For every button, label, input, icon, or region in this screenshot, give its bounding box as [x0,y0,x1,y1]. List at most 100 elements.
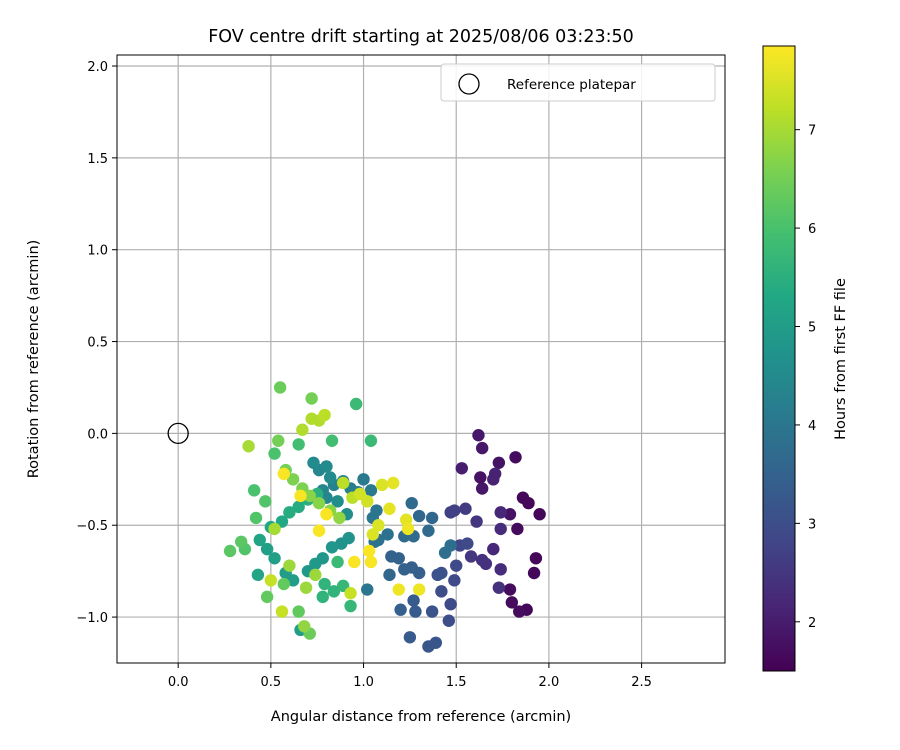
x-axis-title: Angular distance from reference (arcmin) [271,709,571,725]
data-point [260,542,274,556]
data-point [344,599,357,613]
data-point [247,484,261,497]
data-point [336,476,350,490]
data-point [305,392,318,405]
data-point [442,614,456,627]
data-point [444,506,457,519]
data-point [348,555,361,569]
data-point [312,496,326,510]
data-point [234,535,248,548]
data-point [273,381,287,394]
data-point [272,434,285,447]
data-point [275,605,289,618]
data-point [292,605,305,618]
data-point [325,541,339,554]
data-point [412,509,426,523]
legend: Reference platepar [440,63,716,102]
colorbar-tick-label: 7 [808,124,816,139]
colorbar-tick-label: 2 [808,616,816,631]
data-point [303,489,316,503]
data-point [320,460,333,473]
data-point [425,605,439,618]
data-point [392,583,405,596]
x-tick-label: 1.0 [353,675,374,690]
colorbar-tick-label: 6 [808,222,816,237]
data-point [286,473,300,486]
data-point [405,496,418,510]
data-point [459,502,472,515]
data-point [296,423,309,436]
data-point [494,563,507,576]
data-point [364,555,378,569]
data-point [309,568,322,582]
data-point [320,508,333,521]
data-point [268,522,281,536]
data-point [318,577,331,591]
data-point [403,631,417,644]
data-point [223,544,237,558]
data-point [316,590,329,604]
data-point [503,583,517,596]
data-point [435,585,448,598]
data-point [435,566,448,580]
data-point [383,502,396,515]
y-tick-label: 0.0 [87,427,108,442]
data-point [251,568,265,582]
data-point [323,471,337,484]
data-point [503,508,517,521]
x-axis: 0.0 0.5 1.0 1.5 2.0 2.5 [168,663,652,690]
data-point [401,522,415,536]
data-point [450,559,463,572]
data-point [292,500,305,514]
data-point [522,496,535,510]
x-tick-label: 2.0 [539,675,560,690]
reference-platepar-marker [167,422,189,445]
legend-box [440,63,716,102]
data-point [259,495,272,508]
y-tick-label: 1.5 [87,152,108,167]
data-point [372,519,385,532]
data-point [505,596,519,609]
y-tick-label: 1.0 [87,244,108,259]
data-point [318,408,331,422]
chart-title: FOV centre drift starting at 2025/08/06 … [208,27,634,47]
data-point [307,456,320,469]
data-point [357,473,370,486]
data-point [325,434,339,447]
data-point [331,495,344,508]
data-point [312,524,326,537]
data-point [283,506,296,519]
data-point [349,397,363,411]
data-point [381,528,394,541]
y-axis: −1.0 −0.5 0.0 0.5 1.0 1.5 2.0 [76,60,117,626]
data-point [479,557,493,571]
data-point [511,522,524,536]
y-tick-label: −0.5 [76,519,108,534]
data-point [253,533,266,547]
data-point [361,495,374,508]
data-point [361,583,374,596]
y-tick-label: 0.5 [87,336,108,351]
data-point [412,583,426,596]
data-point [364,484,378,497]
data-point [364,434,378,447]
x-tick-label: 0.0 [168,675,189,690]
data-point [492,456,506,469]
data-point [283,559,296,572]
data-point [385,550,398,563]
data-point [344,586,357,600]
data-point [422,524,435,537]
data-point [249,511,263,525]
data-point [487,473,500,486]
data-point [513,605,526,618]
data-point [298,620,311,633]
y-tick-label: 2.0 [87,60,108,75]
colorbar-title: Hours from first FF file [833,278,849,440]
data-point [292,438,305,451]
data-point [425,511,439,525]
data-point [242,440,255,453]
data-point [444,598,457,611]
data-point [529,552,543,565]
data-point [487,542,500,556]
data-point [386,476,400,490]
